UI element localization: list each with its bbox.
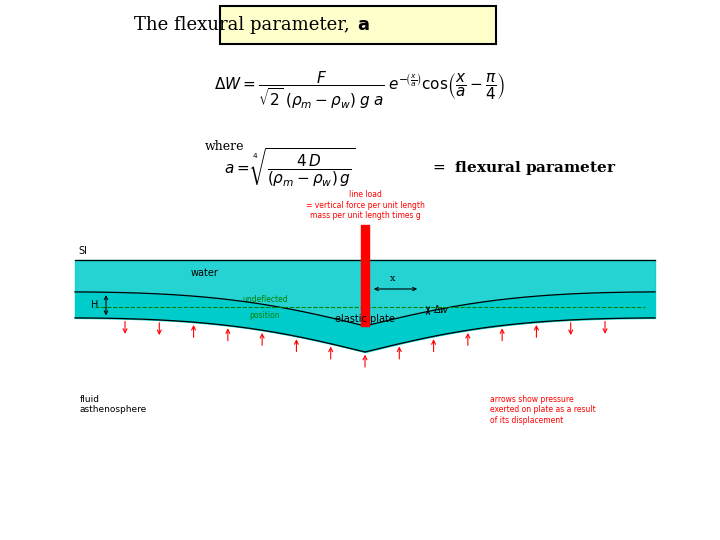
Text: $\Delta W = \dfrac{F}{\sqrt{2}\;(\rho_m - \rho_w)\;g\;a}\; e^{-\!\left(\frac{x}{: $\Delta W = \dfrac{F}{\sqrt{2}\;(\rho_m … — [215, 69, 505, 111]
Text: H: H — [91, 300, 98, 310]
Text: where: where — [205, 140, 245, 153]
Text: $\Delta w$: $\Delta w$ — [433, 303, 450, 315]
Text: position: position — [250, 311, 280, 320]
Text: $\mathbf{a}$: $\mathbf{a}$ — [357, 16, 369, 34]
FancyBboxPatch shape — [220, 6, 496, 44]
Text: $a = \sqrt[4]{\dfrac{4\,D}{(\rho_m - \rho_w)\,g}}$: $a = \sqrt[4]{\dfrac{4\,D}{(\rho_m - \rh… — [225, 147, 356, 190]
Text: The flexural parameter,: The flexural parameter, — [134, 16, 355, 34]
Text: line load
= vertical force per unit length
mass per unit length times g: line load = vertical force per unit leng… — [305, 190, 424, 220]
Text: arrows show pressure
exerted on plate as a result
of its displacement: arrows show pressure exerted on plate as… — [490, 395, 595, 425]
Text: undeflected: undeflected — [242, 295, 288, 304]
Text: elastic plate: elastic plate — [335, 314, 395, 324]
Text: x: x — [390, 274, 395, 283]
Text: water: water — [191, 268, 219, 278]
Text: $=$ flexural parameter: $=$ flexural parameter — [430, 159, 616, 177]
Text: Sl: Sl — [78, 246, 87, 256]
Text: fluid
asthenosphere: fluid asthenosphere — [80, 395, 148, 414]
